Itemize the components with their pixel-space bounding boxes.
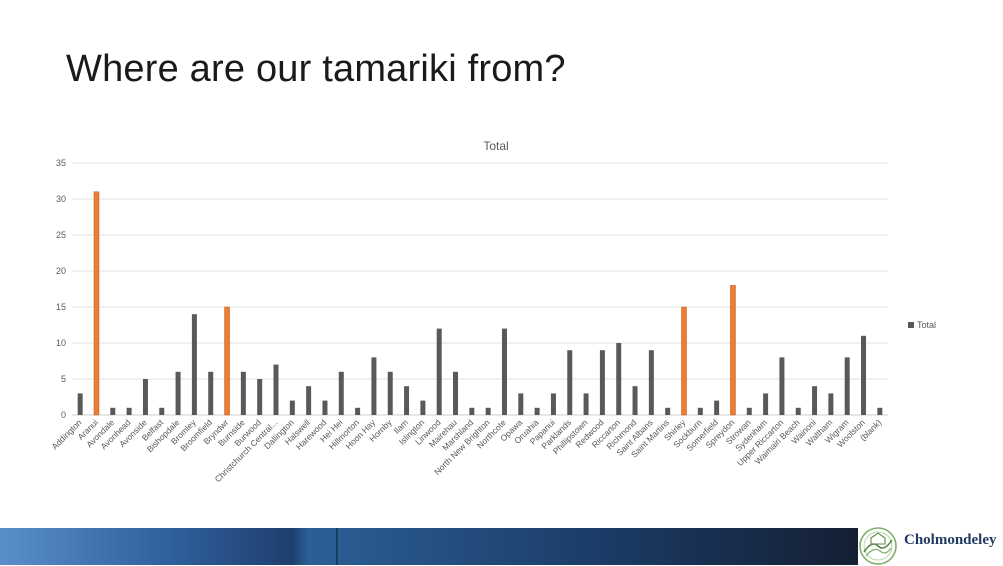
bar bbox=[697, 407, 703, 415]
bar bbox=[779, 357, 785, 415]
cholmondeley-logo-icon bbox=[859, 527, 897, 565]
bar bbox=[501, 328, 507, 415]
slide-title: Where are our tamariki from? bbox=[66, 48, 566, 90]
y-tick-label: 30 bbox=[56, 194, 66, 204]
bar bbox=[322, 400, 328, 415]
bar bbox=[175, 371, 181, 415]
bar bbox=[208, 371, 214, 415]
bar bbox=[599, 350, 605, 415]
bar bbox=[404, 386, 410, 415]
bar bbox=[861, 335, 867, 415]
y-tick-label: 35 bbox=[56, 158, 66, 168]
y-tick-label: 5 bbox=[61, 374, 66, 384]
bar bbox=[812, 386, 818, 415]
bar bbox=[338, 371, 344, 415]
bar bbox=[93, 191, 100, 416]
bar bbox=[469, 407, 475, 415]
bar bbox=[583, 393, 589, 415]
bar bbox=[77, 393, 83, 415]
cholmondeley-logo: Cholmondeley bbox=[858, 527, 1003, 565]
bar-chart: Total 0 5 10 15 20 25 30 35 AddingtonAranuiAvon… bbox=[49, 139, 936, 484]
footer-band bbox=[0, 528, 858, 565]
bar bbox=[550, 393, 556, 415]
legend-swatch bbox=[908, 322, 914, 328]
chart-legend: Total bbox=[908, 320, 936, 330]
bar bbox=[306, 386, 312, 415]
bar bbox=[828, 393, 834, 415]
chart-gridlines bbox=[72, 162, 888, 416]
y-tick-label: 25 bbox=[56, 230, 66, 240]
bar bbox=[355, 407, 361, 415]
logo-name: Cholmondeley bbox=[904, 532, 997, 548]
y-axis: 0 5 10 15 20 25 30 35 bbox=[56, 158, 66, 420]
chart-title: Total bbox=[483, 139, 508, 153]
bar bbox=[436, 328, 442, 415]
bar bbox=[126, 407, 132, 415]
bar bbox=[191, 314, 197, 415]
bar bbox=[681, 306, 687, 416]
bar bbox=[371, 357, 377, 415]
bar bbox=[632, 386, 638, 415]
bar bbox=[714, 400, 720, 415]
bar bbox=[110, 407, 116, 415]
bar bbox=[387, 371, 393, 415]
y-tick-label: 15 bbox=[56, 302, 66, 312]
bar bbox=[159, 407, 165, 415]
bar bbox=[420, 400, 426, 415]
bar bbox=[567, 350, 573, 415]
bar bbox=[142, 379, 148, 415]
bar bbox=[534, 407, 540, 415]
bar bbox=[453, 371, 459, 415]
chart-bars bbox=[77, 191, 883, 416]
x-axis: AddingtonAranuiAvondaleAvonheadAvonsideB… bbox=[49, 417, 883, 484]
bar bbox=[240, 371, 246, 415]
bar bbox=[730, 285, 736, 416]
bar bbox=[795, 407, 801, 415]
bar bbox=[518, 393, 524, 415]
bar bbox=[485, 407, 491, 415]
bar bbox=[273, 364, 279, 415]
bar bbox=[746, 407, 752, 415]
bar bbox=[616, 343, 622, 415]
y-tick-label: 10 bbox=[56, 338, 66, 348]
bar bbox=[224, 306, 230, 416]
bar bbox=[665, 407, 671, 415]
bar bbox=[763, 393, 769, 415]
y-tick-label: 20 bbox=[56, 266, 66, 276]
bar bbox=[844, 357, 850, 415]
bar bbox=[877, 407, 883, 415]
bar bbox=[648, 350, 654, 415]
y-tick-label: 0 bbox=[61, 410, 66, 420]
bar bbox=[289, 400, 295, 415]
legend-label: Total bbox=[917, 320, 936, 330]
bar bbox=[257, 379, 263, 415]
